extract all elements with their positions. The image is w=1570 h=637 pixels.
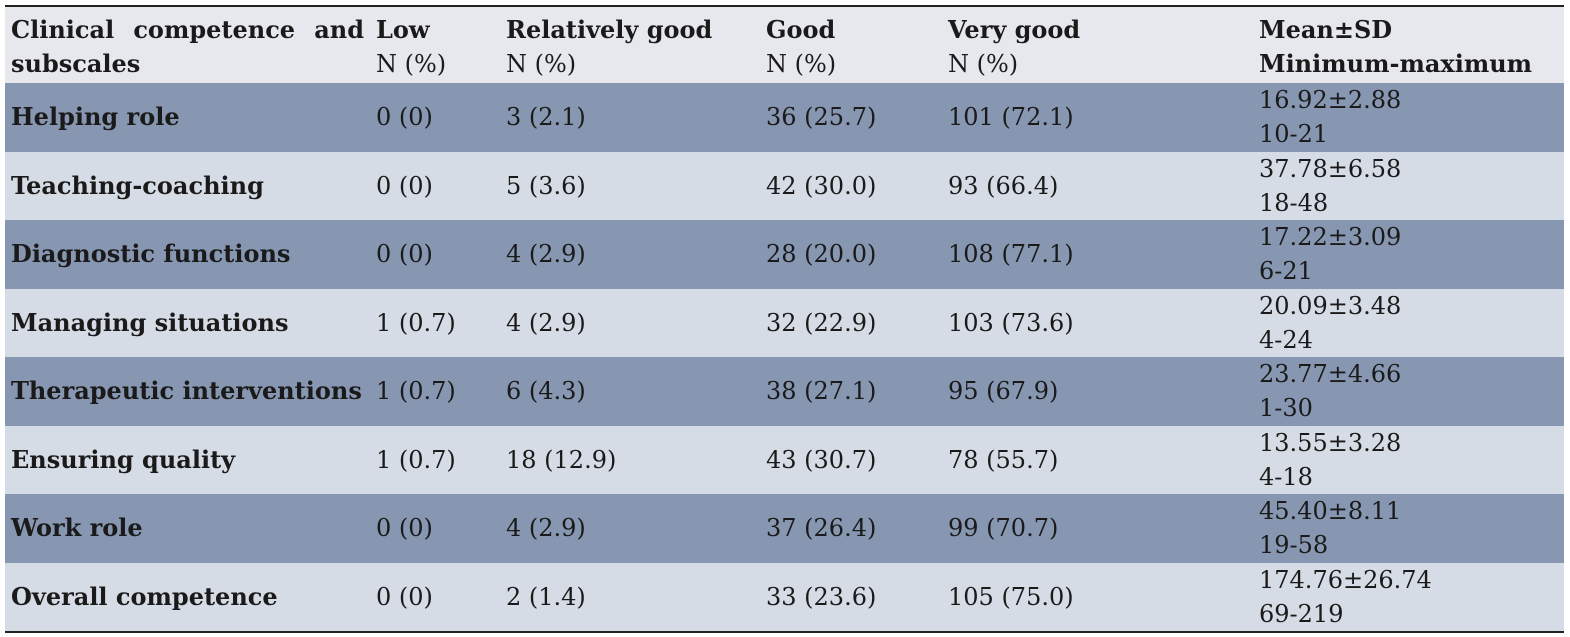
- row-label: Diagnostic functions: [11, 239, 291, 269]
- cell-very-good: 101 (72.1): [948, 103, 1074, 132]
- cell-good: 42 (30.0): [766, 171, 877, 200]
- table-header-row: Clinical competence and subscales Low N …: [5, 6, 1564, 83]
- range-value: 4-24: [1259, 325, 1313, 354]
- row-label: Managing situations: [11, 307, 289, 337]
- cell-very-good: 93 (66.4): [948, 171, 1059, 200]
- header-relatively-good-title: Relatively good: [506, 15, 713, 44]
- header-good-title: Good: [766, 15, 836, 44]
- cell-very-good: 95 (67.9): [948, 377, 1059, 406]
- range-value: 1-30: [1259, 394, 1313, 422]
- header-subscales-title: Clinical competence and subscales: [11, 15, 364, 78]
- cell-relatively-good: 5 (3.6): [506, 171, 586, 200]
- header-very-good-title: Very good: [948, 15, 1081, 44]
- mean-sd-value: 45.40±8.11: [1259, 497, 1402, 525]
- cell-relatively-good: 3 (2.1): [506, 103, 586, 132]
- header-subscales: Clinical competence and subscales: [5, 6, 370, 83]
- cell-very-good: 108 (77.1): [948, 240, 1074, 269]
- header-low-title: Low: [376, 15, 430, 44]
- range-value: 69-219: [1259, 599, 1344, 628]
- cell-good: 38 (27.1): [766, 377, 877, 406]
- row-label: Overall competence: [11, 581, 278, 611]
- cell-relatively-good: 4 (2.9): [506, 308, 586, 337]
- cell-good: 36 (25.7): [766, 103, 877, 132]
- header-relatively-good-sub: N (%): [506, 50, 577, 78]
- cell-good: 28 (20.0): [766, 240, 877, 269]
- table-row: Ensuring quality 1 (0.7) 18 (12.9) 43 (3…: [5, 425, 1564, 495]
- cell-low: 0 (0): [376, 582, 433, 611]
- cell-low: 1 (0.7): [376, 377, 456, 406]
- header-mean-sd: Mean±SD Minimum-maximum: [1253, 6, 1564, 83]
- cell-low: 0 (0): [376, 514, 433, 543]
- cell-relatively-good: 6 (4.3): [506, 377, 586, 406]
- mean-sd-value: 13.55±3.28: [1259, 428, 1402, 457]
- cell-very-good: 105 (75.0): [948, 582, 1074, 611]
- cell-relatively-good: 4 (2.9): [506, 514, 586, 543]
- mean-sd-value: 37.78±6.58: [1259, 154, 1402, 183]
- cell-good: 32 (22.9): [766, 308, 877, 337]
- header-very-good-sub: N (%): [948, 50, 1019, 78]
- competence-table-container: Clinical competence and subscales Low N …: [5, 5, 1564, 633]
- cell-low: 1 (0.7): [376, 308, 456, 337]
- cell-mean-sd: 20.09±3.48 4-24: [1253, 289, 1564, 358]
- cell-good: 37 (26.4): [766, 514, 877, 543]
- mean-sd-value: 174.76±26.74: [1259, 565, 1432, 594]
- range-value: 10-21: [1259, 120, 1329, 148]
- table-row: Work role 0 (0) 4 (2.9) 37 (26.4) 99 (70…: [5, 494, 1564, 563]
- header-min-max: Minimum-maximum: [1259, 49, 1533, 78]
- cell-mean-sd: 37.78±6.58 18-48: [1253, 152, 1564, 221]
- header-good-sub: N (%): [766, 50, 837, 78]
- row-label: Teaching-coaching: [11, 170, 264, 200]
- cell-very-good: 78 (55.7): [948, 445, 1059, 474]
- cell-good: 33 (23.6): [766, 582, 877, 611]
- row-label: Therapeutic interventions: [11, 376, 362, 406]
- table-row: Overall competence 0 (0) 2 (1.4) 33 (23.…: [5, 562, 1564, 633]
- header-low-sub: N (%): [376, 50, 447, 78]
- cell-mean-sd: 17.22±3.09 6-21: [1253, 220, 1564, 289]
- range-value: 4-18: [1259, 462, 1313, 491]
- clinical-competence-table: Clinical competence and subscales Low N …: [5, 5, 1564, 633]
- cell-relatively-good: 18 (12.9): [506, 445, 617, 474]
- cell-low: 0 (0): [376, 240, 433, 269]
- cell-mean-sd: 23.77±4.66 1-30: [1253, 357, 1564, 426]
- header-good: Good N (%): [760, 6, 942, 83]
- table-row: Teaching-coaching 0 (0) 5 (3.6) 42 (30.0…: [5, 151, 1564, 221]
- cell-very-good: 99 (70.7): [948, 514, 1059, 543]
- cell-low: 0 (0): [376, 171, 433, 200]
- row-label: Ensuring quality: [11, 444, 236, 474]
- cell-mean-sd: 16.92±2.88 10-21: [1253, 83, 1564, 152]
- cell-mean-sd: 13.55±3.28 4-18: [1253, 426, 1564, 495]
- mean-sd-value: 16.92±2.88: [1259, 86, 1402, 114]
- range-value: 18-48: [1259, 188, 1329, 217]
- cell-relatively-good: 2 (1.4): [506, 582, 586, 611]
- range-value: 6-21: [1259, 257, 1313, 285]
- header-mean-sd-title: Mean±SD: [1259, 15, 1393, 44]
- header-very-good: Very good N (%): [942, 6, 1253, 83]
- table-row: Managing situations 1 (0.7) 4 (2.9) 32 (…: [5, 288, 1564, 358]
- table-row: Diagnostic functions 0 (0) 4 (2.9) 28 (2…: [5, 220, 1564, 289]
- cell-mean-sd: 174.76±26.74 69-219: [1253, 563, 1564, 633]
- header-relatively-good: Relatively good N (%): [500, 6, 760, 83]
- cell-mean-sd: 45.40±8.11 19-58: [1253, 494, 1564, 563]
- cell-low: 1 (0.7): [376, 445, 456, 474]
- table-row: Helping role 0 (0) 3 (2.1) 36 (25.7) 101…: [5, 83, 1564, 152]
- header-low: Low N (%): [370, 6, 500, 83]
- cell-good: 43 (30.7): [766, 445, 877, 474]
- mean-sd-value: 20.09±3.48: [1259, 291, 1402, 320]
- mean-sd-value: 17.22±3.09: [1259, 223, 1402, 251]
- table-row: Therapeutic interventions 1 (0.7) 6 (4.3…: [5, 357, 1564, 426]
- row-label: Helping role: [11, 102, 180, 132]
- range-value: 19-58: [1259, 531, 1329, 559]
- row-label: Work role: [11, 513, 143, 543]
- cell-low: 0 (0): [376, 103, 433, 132]
- mean-sd-value: 23.77±4.66: [1259, 360, 1402, 388]
- cell-relatively-good: 4 (2.9): [506, 240, 586, 269]
- cell-very-good: 103 (73.6): [948, 308, 1074, 337]
